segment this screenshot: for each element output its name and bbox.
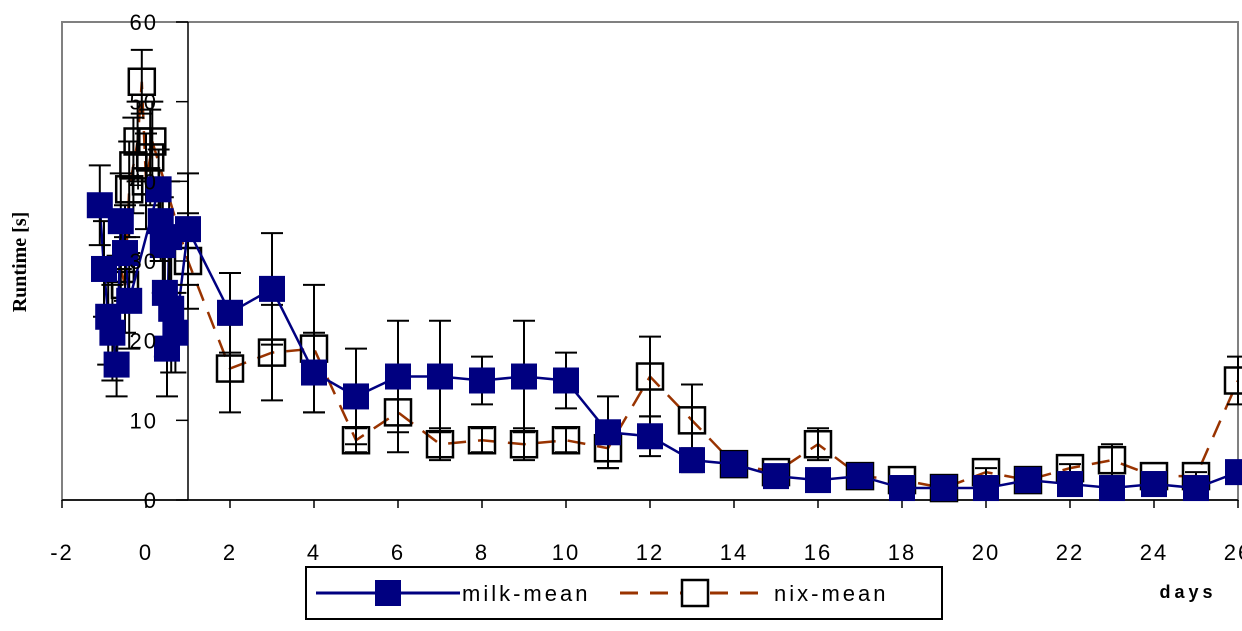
x-tick-label: 0 [139,540,153,565]
x-tick-label: 26 [1224,540,1242,565]
data-point [763,463,789,490]
data-point [467,426,497,455]
x-tick-label: 20 [972,540,1000,565]
y-tick-label: 50 [130,90,158,115]
legend-nix-label: nix-mean [774,581,888,606]
series-nix-mean [106,48,1242,503]
y-tick-label: 20 [130,329,158,354]
data-point [679,447,705,474]
x-tick-label: 6 [391,540,405,565]
data-point [99,319,126,346]
x-tick-label: 16 [804,540,832,565]
y-tick-label: 30 [130,249,158,274]
x-tick-label: 18 [888,540,916,565]
y-axis-label: Runtime [s] [9,212,31,313]
x-tick-label: 24 [1140,540,1168,565]
data-point [301,359,327,386]
data-point [805,467,831,494]
x-axis-label: days [1159,582,1216,602]
data-point [112,240,138,267]
data-point [931,475,957,502]
data-point [553,367,579,394]
data-point [215,354,245,383]
data-point [721,451,747,478]
legend-milk-label: milk-mean [462,581,590,606]
data-point [635,362,665,391]
data-point [847,463,873,490]
data-point [116,287,143,314]
data-point [138,127,167,156]
data-point [1225,459,1242,486]
data-point [385,363,411,390]
series-layer [86,48,1242,503]
data-point [551,426,581,455]
x-tick-label: 8 [475,540,489,565]
data-point [511,363,537,390]
data-point [973,475,999,502]
data-point [145,176,172,203]
data-point [217,299,243,326]
legend: milk-mean nix-mean [305,566,943,620]
data-point [889,475,915,502]
y-tick-label: 40 [130,169,158,194]
x-tick-label: -2 [50,540,74,565]
data-point [103,351,130,378]
data-point [158,295,185,322]
data-point [1183,475,1209,502]
series-milk-mean [86,148,1242,502]
y-tick-label: 0 [144,488,158,513]
data-point [107,208,134,235]
data-point [595,419,621,446]
data-point [637,423,663,450]
x-tick-label: 4 [307,540,321,565]
legend-nix-marker [680,578,710,608]
data-point [1223,366,1242,395]
data-point [1015,467,1041,494]
x-tick-label: 22 [1056,540,1084,565]
data-point [469,367,495,394]
data-point [114,175,144,204]
y-tick-label: 60 [130,10,158,35]
x-tick-label: 12 [636,540,664,565]
x-tick-label: 10 [552,540,580,565]
data-point [1099,475,1125,502]
data-point [343,383,369,410]
data-point [175,216,201,243]
x-tick-label: 14 [720,540,748,565]
data-point [1057,471,1083,498]
data-point [135,143,165,172]
data-point [1141,471,1167,498]
x-tick-label: 2 [223,540,237,565]
data-point [427,363,453,390]
data-point [1097,445,1127,475]
y-tick-label: 10 [130,408,158,433]
data-point [259,275,285,302]
data-point [677,406,707,435]
data-point [162,319,189,346]
legend-milk-marker [375,580,401,606]
data-point [127,67,157,96]
data-point [803,429,833,459]
